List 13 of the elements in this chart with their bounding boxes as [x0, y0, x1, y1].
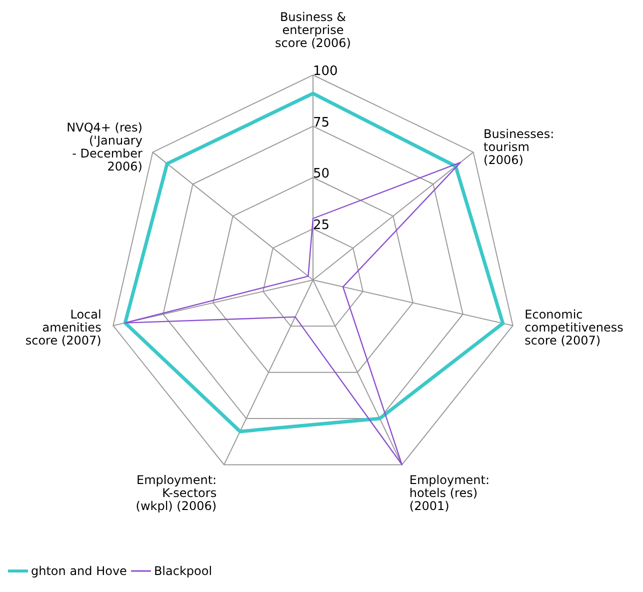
spoke-label: Businesses: tourism (2006)	[484, 127, 554, 168]
spoke-label: NVQ4+ (res) ('January - December 2006)	[66, 120, 143, 174]
spoke-label: Economic competitiveness score (2007)	[524, 307, 624, 348]
y-tick-label: 100	[313, 64, 338, 79]
spoke-label: Local amenities score (2007)	[25, 307, 102, 348]
y-tick-label: 75	[313, 115, 330, 130]
y-tick-label: 25	[313, 218, 330, 233]
y-tick-label: 50	[313, 166, 330, 182]
legend-label: ghton and Hove	[31, 564, 127, 578]
spoke-label: Employment: K-sectors (wkpl) (2006)	[136, 472, 217, 513]
spoke-label: Employment: hotels (res) (2001)	[409, 472, 490, 513]
spoke-label: Business & enterprise score (2006)	[275, 10, 351, 50]
legend-label: Blackpool	[154, 564, 212, 578]
